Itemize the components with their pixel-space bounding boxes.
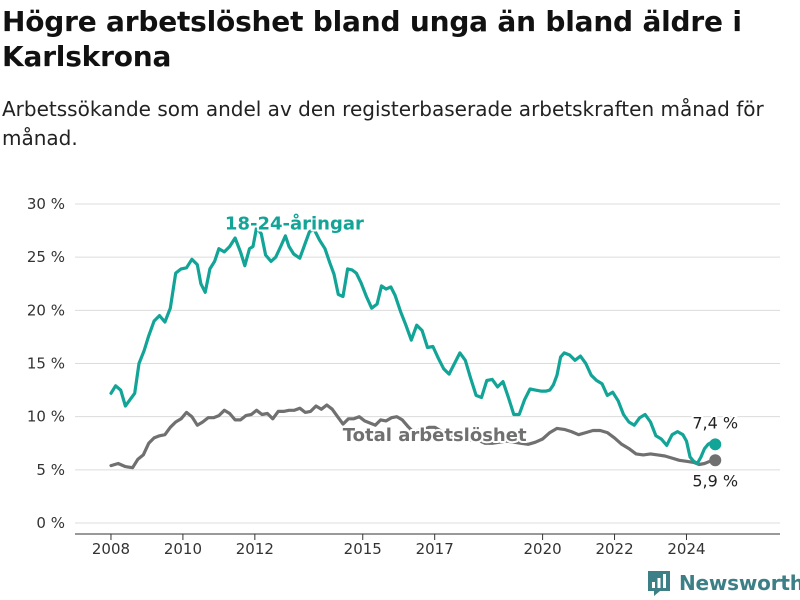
y-axis: 0 % 5 % 10 % 15 % 20 % 25 % 30 % [27,195,65,532]
y-tick-label: 15 % [27,355,65,373]
x-tick-label: 2024 [667,540,705,558]
series-endpoint-0 [709,438,722,451]
brand-name: Newsworthy [679,571,800,595]
x-tick-label: 2020 [524,540,562,558]
y-tick-label: 0 % [36,514,65,532]
x-tick-label: 2012 [236,540,274,558]
y-tick-label: 5 % [36,461,65,479]
y-tick-label: 25 % [27,248,65,266]
series-lines [109,225,722,470]
series-endpoint-1 [709,454,722,467]
y-tick-label: 10 % [27,408,65,426]
x-tick-label: 2008 [92,540,130,558]
x-tick-label: 2022 [595,540,633,558]
series-line-0 [109,225,717,466]
series-name-label: Total arbetslöshet [343,425,527,446]
y-tick-label: 30 % [27,195,65,213]
series-labels: 18-24-åringar 7,4 % Total arbetslöshet 5,9 … [223,211,740,493]
bar-chart-logo-icon [648,571,670,596]
end-value-label: 5,9 % [692,471,738,490]
x-axis: 2008 2010 2012 2015 2017 2020 2022 2024 [75,533,780,558]
end-value-label: 7,4 % [692,413,738,432]
series-line-1 [109,403,717,470]
y-tick-label: 20 % [27,301,65,319]
series-name-label: 18-24-åringar [225,213,364,235]
grid-lines [75,203,780,524]
chart-title: Högre arbetslöshet bland unga än bland ä… [2,5,742,73]
newsworthy-logo[interactable]: Newsworthy [646,568,800,598]
x-tick-label: 2015 [344,540,382,558]
chart-subtitle: Arbetssökande som andel av den registerb… [2,97,764,150]
x-tick-label: 2010 [164,540,202,558]
x-tick-label: 2017 [416,540,454,558]
